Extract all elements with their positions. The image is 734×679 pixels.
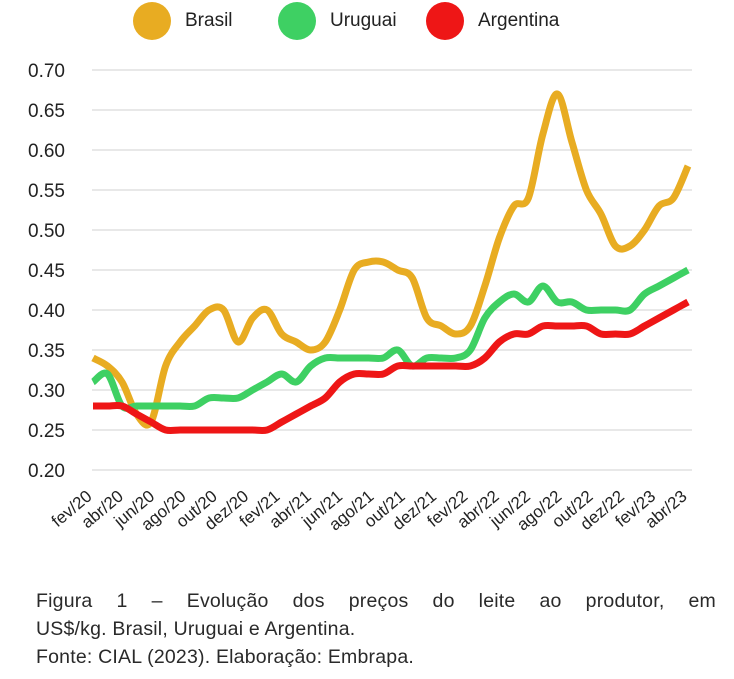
legend-swatch-uruguai (278, 2, 316, 40)
legend-item-argentina: Argentina (426, 2, 559, 40)
y-tick-label: 0.25 (28, 421, 65, 442)
line-chart: 0.20 0.25 0.30 0.35 0.40 0.45 0.50 0.55 0.60 0.65… (28, 61, 692, 534)
legend-label-uruguai: Uruguai (330, 10, 397, 31)
series-line-argentina (93, 298, 690, 435)
y-tick-label: 0.20 (28, 461, 65, 482)
legend-label-brasil: Brasil (185, 10, 233, 31)
caption-line-1: Figura 1 – Evolução dos preços do leite … (36, 590, 716, 612)
series-line-uruguai (90, 266, 690, 412)
figure-caption: Figura 1 – Evolução dos preços do leite … (36, 587, 716, 671)
y-tick-label: 0.40 (28, 301, 65, 322)
y-tick-label: 0.45 (28, 261, 65, 282)
y-tick-label: 0.60 (28, 141, 65, 162)
legend-label-argentina: Argentina (478, 10, 560, 31)
legend-item-brasil: Brasil (133, 2, 233, 40)
y-tick-label: 0.70 (28, 61, 65, 82)
y-tick-label: 0.65 (28, 101, 65, 122)
y-tick-label: 0.30 (28, 381, 65, 402)
caption-line-2: US$/kg. Brasil, Uruguai e Argentina. (36, 618, 356, 640)
series-line-brasil (91, 90, 692, 429)
caption-line-3: Fonte: CIAL (2023). Elaboração: Embrapa. (36, 646, 414, 668)
legend-swatch-argentina (426, 2, 464, 40)
y-tick-label: 0.50 (28, 221, 65, 242)
legend-item-uruguai: Uruguai (278, 2, 397, 40)
chart-legend: Brasil Uruguai Argentina (0, 0, 734, 48)
legend-swatch-brasil (133, 2, 171, 40)
y-tick-label: 0.35 (28, 341, 65, 362)
y-tick-label: 0.55 (28, 181, 65, 202)
